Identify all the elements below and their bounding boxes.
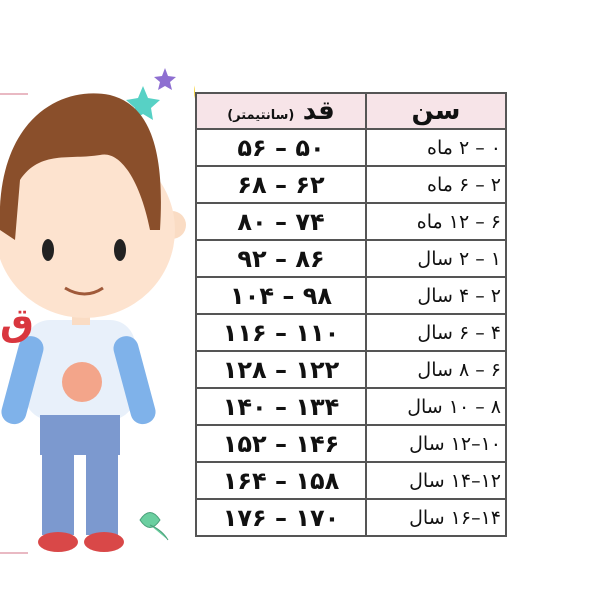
table-row: ۱۴۶ – ۱۵۲ ۱۰–۱۲ سال — [195, 424, 507, 463]
table-row: ۵۰ – ۵۶ ۰ – ۲ ماه — [195, 128, 507, 167]
age-header: سن — [365, 92, 507, 130]
height-cell: ۵۰ – ۵۶ — [195, 128, 367, 167]
table-row: ۱۲۲ – ۱۲۸ ۶ – ۸ سال — [195, 350, 507, 389]
age-cell: ۲ – ۴ سال — [365, 276, 507, 315]
table-row: ۱۱۰ – ۱۱۶ ۴ – ۶ سال — [195, 313, 507, 352]
age-cell: ۱۰–۱۲ سال — [365, 424, 507, 463]
age-cell: ۴ – ۶ سال — [365, 313, 507, 352]
height-unit: (سانتیمتر) — [227, 108, 295, 123]
table-row: ۷۴ – ۸۰ ۶ – ۱۲ ماه — [195, 202, 507, 241]
header-row: قد (سانتیمتر) سن — [195, 92, 507, 130]
table-row: ۶۲ – ۶۸ ۲ – ۶ ماه — [195, 165, 507, 204]
table-row: ۱۵۸ – ۱۶۴ ۱۲–۱۴ سال — [195, 461, 507, 500]
height-cell: ۱۳۴ – ۱۴۰ — [195, 387, 367, 426]
height-cell: ۱۱۰ – ۱۱۶ — [195, 313, 367, 352]
table-row: ۱۷۰ – ۱۷۶ ۱۴–۱۶ سال — [195, 498, 507, 537]
age-title: سن — [411, 96, 461, 126]
size-table: قد (سانتیمتر) سن ۵۰ – ۵۶ ۰ – ۲ ماه ۶۲ – ۶۸… — [195, 92, 507, 537]
age-cell: ۰ – ۲ ماه — [365, 128, 507, 167]
age-cell: ۲ – ۶ ماه — [365, 165, 507, 204]
height-cell: ۱۵۸ – ۱۶۴ — [195, 461, 367, 500]
height-cell: ۱۴۶ – ۱۵۲ — [195, 424, 367, 463]
height-cell: ۱۷۰ – ۱۷۶ — [195, 498, 367, 537]
age-cell: ۶ – ۸ سال — [365, 350, 507, 389]
table-row: ۹۸ – ۱۰۴ ۲ – ۴ سال — [195, 276, 507, 315]
age-cell: ۸ – ۱۰ سال — [365, 387, 507, 426]
table-row: ۱۳۴ – ۱۴۰ ۸ – ۱۰ سال — [195, 387, 507, 426]
boy-illustration — [0, 68, 195, 554]
age-cell: ۱۲–۱۴ سال — [365, 461, 507, 500]
height-cell: ۶۲ – ۶۸ — [195, 165, 367, 204]
side-letter: ق — [0, 300, 34, 344]
height-cell: ۹۸ – ۱۰۴ — [195, 276, 367, 315]
age-cell: ۱۴–۱۶ سال — [365, 498, 507, 537]
height-cell: ۸۶ – ۹۲ — [195, 239, 367, 278]
height-title: قد — [302, 96, 335, 126]
height-header: قد (سانتیمتر) — [195, 92, 367, 130]
height-cell: ۷۴ – ۸۰ — [195, 202, 367, 241]
table-row: ۸۶ – ۹۲ ۱ – ۲ سال — [195, 239, 507, 278]
height-cell: ۱۲۲ – ۱۲۸ — [195, 350, 367, 389]
age-cell: ۶ – ۱۲ ماه — [365, 202, 507, 241]
age-cell: ۱ – ۲ سال — [365, 239, 507, 278]
